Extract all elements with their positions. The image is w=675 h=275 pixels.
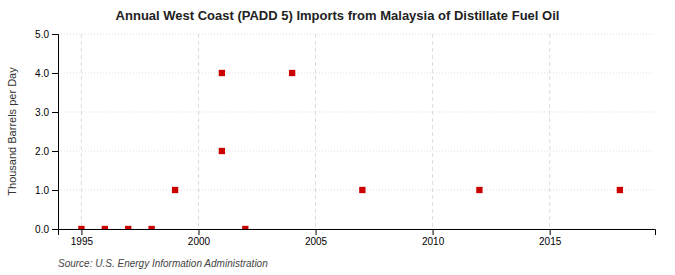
point [219, 148, 225, 154]
grid-line [549, 34, 550, 229]
point [125, 226, 131, 229]
tick: 2010 [422, 229, 445, 247]
tick-label: 2010 [422, 236, 445, 247]
axis-line [52, 35, 59, 230]
source: Source: U.S. Energy Information Administ… [58, 258, 268, 269]
tick: 2.0 [35, 146, 58, 157]
tick-mark [52, 229, 58, 230]
y-axis-label: Thousand Barrels per Day [6, 67, 18, 196]
tick-mark [52, 151, 58, 152]
tick-mark [433, 229, 434, 235]
tick-label: 5.0 [35, 29, 49, 40]
title: Annual West Coast (PADD 5) Imports from … [116, 8, 560, 23]
tick-mark [52, 112, 58, 113]
tick-mark [81, 229, 82, 235]
point [102, 226, 108, 229]
grid-line [58, 34, 655, 35]
point [78, 226, 84, 229]
grid-line [58, 151, 655, 152]
point [617, 187, 623, 193]
tick-label: 2015 [539, 236, 562, 247]
grid-line [58, 112, 655, 113]
point [476, 187, 482, 193]
x-axis: 1995 2000 2005 2010 2015 [59, 229, 656, 247]
point [289, 70, 295, 76]
point [172, 187, 178, 193]
y-axis: 0.0 1.0 2.0 3.0 4.0 5.0 [35, 29, 58, 235]
tick-label: 0.0 [35, 224, 49, 235]
tick: 2000 [188, 229, 211, 247]
tick-label: 2005 [305, 236, 328, 247]
tick-label: 4.0 [35, 68, 49, 79]
tick-mark [198, 229, 199, 235]
tick: 0.0 [35, 224, 58, 235]
point [242, 226, 248, 229]
tick-mark [316, 229, 317, 235]
grid-line [432, 34, 433, 229]
tick-label: 1995 [71, 236, 94, 247]
grid [58, 34, 655, 229]
tick: 4.0 [35, 68, 58, 79]
tick-label: 1.0 [35, 185, 49, 196]
tick: 3.0 [35, 107, 58, 118]
tick-mark [52, 34, 58, 35]
tick-mark [52, 190, 58, 191]
tick: 5.0 [35, 29, 58, 40]
point [359, 187, 365, 193]
grid-line [315, 34, 316, 229]
tick: 2005 [305, 229, 328, 247]
tick-mark [52, 73, 58, 74]
tick: 1995 [71, 229, 94, 247]
tick-mark [550, 229, 551, 235]
tick-label: 2000 [188, 236, 211, 247]
chart: 1995 2000 2005 2010 2015 0.0 1.0 2.0 3.0 4.0 5.0 An… [0, 0, 675, 275]
axis-line [59, 230, 656, 236]
point [148, 226, 154, 229]
grid-line [58, 73, 655, 74]
grid-line [58, 190, 655, 191]
tick: 2015 [539, 229, 562, 247]
point [219, 70, 225, 76]
grid-line [81, 34, 82, 229]
marks [78, 70, 623, 229]
tick-label: 3.0 [35, 107, 49, 118]
tick-label: 2.0 [35, 146, 49, 157]
tick: 1.0 [35, 185, 58, 196]
grid-line [198, 34, 199, 229]
plot-area: 1995 2000 2005 2010 2015 0.0 1.0 2.0 3.0 4.0 5.0 [35, 29, 655, 247]
